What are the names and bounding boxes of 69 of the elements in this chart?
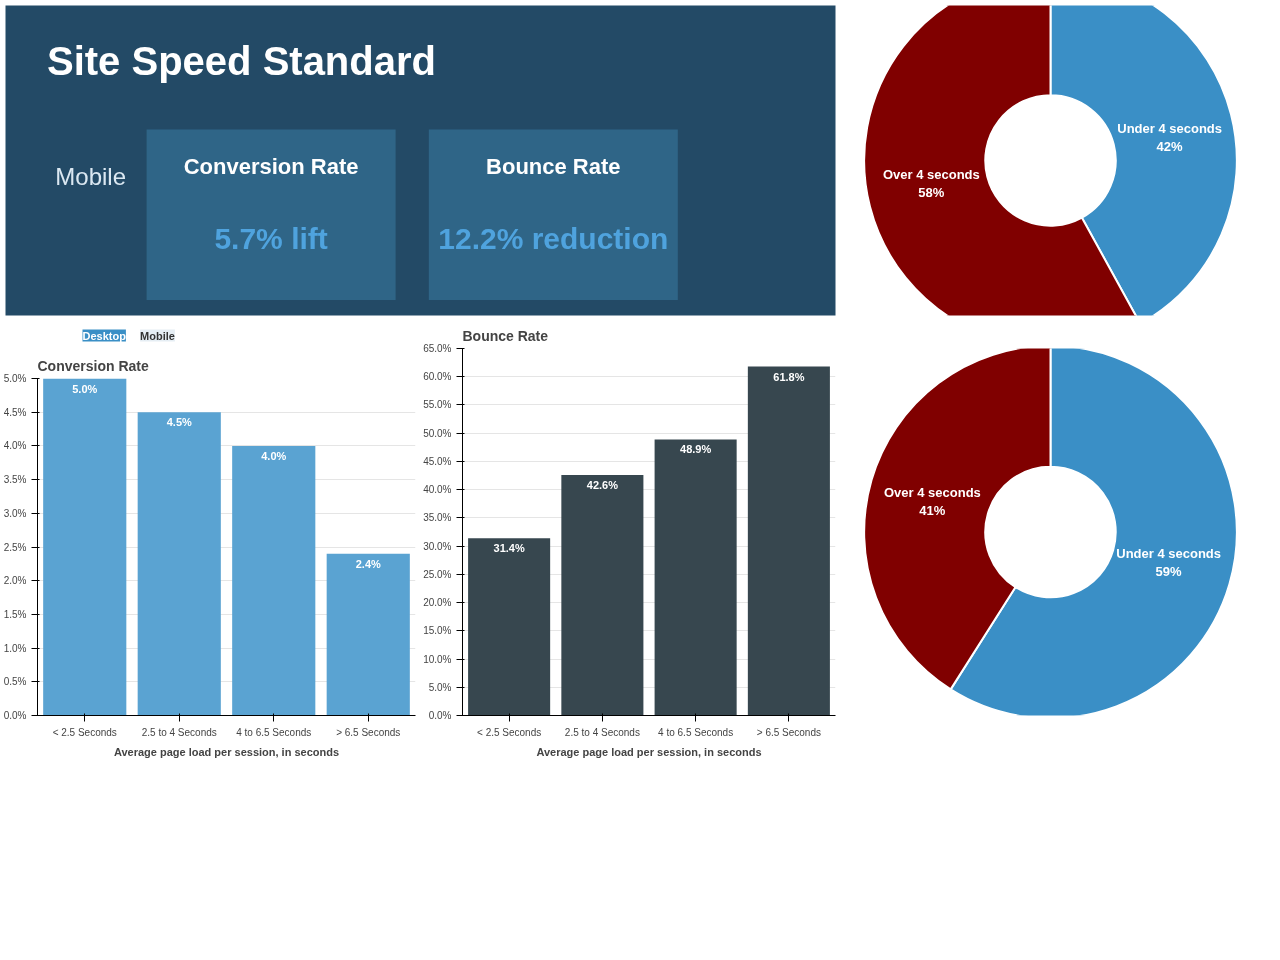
slice-label: Over 4 seconds	[883, 484, 981, 500]
y-tick-label: 60.0%	[423, 371, 452, 383]
chart-title: Conversion Rate	[37, 357, 149, 374]
y-tick-label: 4.0%	[3, 440, 27, 452]
slice-label: Over 4 seconds	[882, 167, 980, 183]
y-tick-label: 30.0%	[423, 540, 452, 552]
bar	[232, 445, 316, 716]
bar	[468, 538, 551, 716]
y-tick-label: 10.0%	[423, 653, 452, 665]
y-tick-label: 2.0%	[3, 575, 27, 587]
y-tick-label: 25.0%	[423, 568, 452, 580]
x-tick-label: < 2.5 Seconds	[477, 726, 542, 738]
chart-title: Bounce Rate	[462, 327, 549, 344]
data-label: 42%	[1156, 138, 1184, 154]
text: Desktop	[82, 329, 127, 342]
y-tick-label: 1.5%	[3, 608, 27, 620]
x-tick-label: > 6.5 Seconds	[336, 726, 401, 738]
y-tick-label: 35.0%	[423, 512, 452, 524]
y-tick-label: 20.0%	[423, 597, 452, 609]
text: 12.2% reduction	[438, 221, 669, 255]
x-tick-label: 2.5 to 4 Seconds	[564, 726, 640, 738]
bar	[654, 439, 737, 716]
data-label: 2.4%	[355, 557, 382, 570]
x-tick-label: 4 to 6.5 Seconds	[658, 726, 734, 738]
y-tick-label: 4.5%	[3, 406, 27, 418]
data-label: 58%	[918, 185, 945, 201]
y-tick-label: 55.0%	[423, 399, 452, 411]
y-tick-label: 1.0%	[3, 642, 27, 654]
x-axis-title: Average page load per session, in seconds	[113, 745, 340, 758]
data-label: 31.4%	[493, 542, 525, 555]
y-tick-label: 40.0%	[423, 484, 452, 496]
bar	[747, 366, 830, 716]
y-tick-label: 0.5%	[3, 676, 27, 688]
y-tick-label: 3.0%	[3, 507, 27, 519]
y-tick-label: 0.0%	[3, 710, 27, 721]
data-label: 4.0%	[261, 449, 287, 462]
x-tick-label: 4 to 6.5 Seconds	[236, 726, 312, 738]
data-label: 41%	[919, 502, 946, 518]
y-tick-label: 2.5%	[3, 541, 27, 553]
data-label: 48.9%	[680, 443, 712, 456]
text: 5.7% lift	[214, 221, 328, 255]
bar	[561, 474, 644, 716]
slice-label: Under 4 seconds	[1117, 120, 1223, 136]
bar	[137, 412, 221, 716]
x-tick-label: > 6.5 Seconds	[756, 726, 821, 738]
data-label: 59%	[1155, 564, 1183, 580]
bar	[43, 378, 127, 716]
text: Conversion Rate	[183, 154, 359, 180]
y-tick-label: 50.0%	[423, 427, 452, 439]
y-tick-label: 45.0%	[423, 455, 452, 467]
y-tick-label: 5.0%	[3, 373, 27, 384]
data-label: 5.0%	[72, 382, 98, 395]
x-tick-label: < 2.5 Seconds	[52, 726, 117, 738]
y-tick-label: 65.0%	[423, 343, 452, 354]
data-label: 4.5%	[166, 416, 193, 429]
data-label: 61.8%	[773, 370, 805, 383]
data-label: 42.6%	[586, 478, 619, 491]
bar	[326, 553, 410, 716]
slice-label: Under 4 seconds	[1116, 546, 1221, 562]
y-tick-label: 3.5%	[3, 474, 27, 486]
text: Bounce Rate	[486, 154, 621, 180]
y-tick-label: 15.0%	[423, 625, 452, 637]
x-tick-label: 2.5 to 4 Seconds	[141, 726, 217, 738]
x-axis-title: Average page load per session, in seconds	[536, 745, 762, 758]
y-tick-label: 0.0%	[428, 710, 452, 721]
text: Mobile	[140, 329, 175, 342]
text: Site Speed Standard	[47, 39, 436, 84]
y-tick-label: 5.0%	[428, 681, 452, 693]
text: Mobile	[55, 162, 126, 190]
